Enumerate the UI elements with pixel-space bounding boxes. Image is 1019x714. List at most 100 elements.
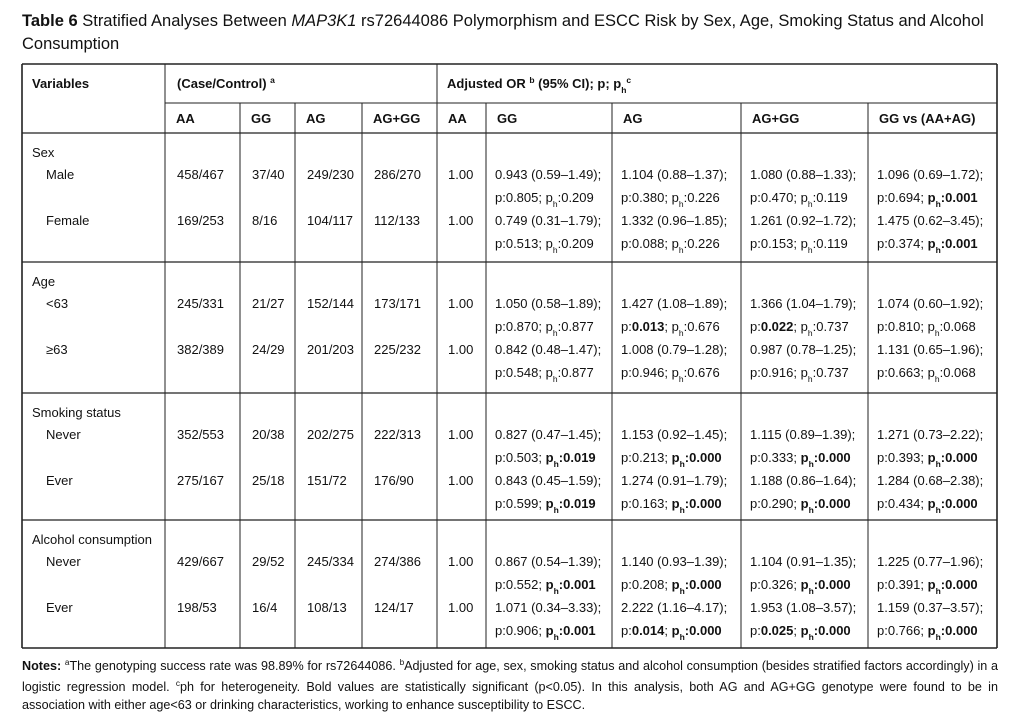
- p-values-cell: p:0.552; ph:0.001: [495, 577, 596, 596]
- or-ci-cell: 0.943 (0.59–1.49);: [495, 167, 601, 182]
- text-segment: :: [814, 450, 818, 465]
- count-cell: 20/38: [252, 427, 285, 442]
- text-segment: 0.001: [563, 623, 596, 638]
- p-values-cell: p:0.434; ph:0.000: [877, 496, 978, 515]
- text-segment: 0.226: [687, 236, 720, 251]
- text-segment: 0.513: [506, 236, 539, 251]
- or-ci-cell: 1.427 (1.08–1.89);: [621, 296, 727, 311]
- row-label: ≥63: [46, 342, 68, 357]
- text-segment: ;: [920, 365, 927, 380]
- text-segment: ;: [664, 190, 671, 205]
- text-segment: h: [680, 586, 685, 596]
- text-segment: h: [553, 199, 558, 209]
- or-ci-cell: 0.842 (0.48–1.47);: [495, 342, 601, 357]
- text-segment: p:: [495, 496, 506, 511]
- text-segment: :: [559, 577, 563, 592]
- or-ci-cell: 0.843 (0.45–1.59);: [495, 473, 601, 488]
- text-segment: 0.025: [761, 623, 794, 638]
- text-segment: p: [928, 319, 935, 334]
- text-segment: h: [935, 328, 940, 338]
- or-ci-cell: 1.159 (0.37–3.57);: [877, 600, 983, 615]
- text-segment: h: [680, 632, 685, 642]
- text-segment: h: [809, 586, 814, 596]
- count-cell: 245/331: [177, 296, 224, 311]
- table-notes: Notes: aThe genotyping success rate was …: [22, 654, 998, 714]
- count-cell: 249/230: [307, 167, 354, 182]
- text-segment: :: [684, 190, 688, 205]
- count-cell: 173/171: [374, 296, 421, 311]
- text-segment: ;: [538, 577, 545, 592]
- text-segment: h: [936, 199, 941, 209]
- text-segment: Table 6: [22, 12, 78, 30]
- text-segment: p:: [877, 496, 888, 511]
- p-values-cell: p:0.391; ph:0.000: [877, 577, 978, 596]
- p-values-cell: p:0.380; ph:0.226: [621, 190, 720, 209]
- text-segment: 0.000: [689, 577, 722, 592]
- text-segment: a: [270, 75, 275, 85]
- text-segment: 0.209: [561, 190, 594, 205]
- text-segment: :: [685, 450, 689, 465]
- text-segment: 0.870: [506, 319, 539, 334]
- text-segment: 0.000: [818, 496, 851, 511]
- text-segment: 0.001: [945, 190, 978, 205]
- column-header: AG: [306, 111, 326, 126]
- text-segment: ;: [538, 450, 545, 465]
- text-segment: 0.663: [888, 365, 921, 380]
- text-segment: p:: [750, 365, 761, 380]
- p-values-cell: p:0.374; ph:0.001: [877, 236, 978, 255]
- text-segment: 0.019: [563, 450, 596, 465]
- row-label: Female: [46, 213, 89, 228]
- or-ci-cell: 1.008 (0.79–1.28);: [621, 342, 727, 357]
- count-cell: 29/52: [252, 554, 285, 569]
- text-segment: 0.737: [816, 365, 849, 380]
- text-segment: 0.068: [943, 319, 976, 334]
- text-segment: 0.119: [816, 236, 848, 251]
- or-ci-cell: 1.104 (0.88–1.37);: [621, 167, 727, 182]
- text-segment: h: [808, 245, 813, 255]
- reference-cell: 1.00: [448, 554, 473, 569]
- text-segment: ;: [538, 623, 545, 638]
- text-segment: h: [679, 328, 684, 338]
- text-segment: :: [813, 365, 817, 380]
- text-segment: 0.434: [888, 496, 921, 511]
- text-segment: h: [679, 374, 684, 384]
- count-cell: 198/53: [177, 600, 217, 615]
- text-segment: ;: [920, 190, 927, 205]
- text-segment: 0.153: [761, 236, 794, 251]
- or-ci-cell: 1.153 (0.92–1.45);: [621, 427, 727, 442]
- row-label: Ever: [46, 473, 73, 488]
- count-cell: 21/27: [252, 296, 285, 311]
- group-label: Alcohol consumption: [32, 532, 152, 547]
- header-cell: (Case/Control) a: [177, 75, 275, 91]
- p-values-cell: p:0.906; ph:0.001: [495, 623, 596, 642]
- text-segment: ;: [538, 496, 545, 511]
- text-segment: ;: [538, 365, 545, 380]
- text-segment: ;: [920, 319, 927, 334]
- text-segment: ;: [793, 577, 800, 592]
- text-segment: 0.001: [563, 577, 596, 592]
- text-segment: ;: [793, 319, 800, 334]
- text-segment: 0.000: [689, 623, 722, 638]
- count-cell: 275/167: [177, 473, 224, 488]
- text-segment: p: [672, 365, 679, 380]
- text-segment: 0.013: [632, 319, 665, 334]
- or-ci-cell: 1.261 (0.92–1.72);: [750, 213, 856, 228]
- text-segment: p:: [877, 623, 888, 638]
- reference-cell: 1.00: [448, 600, 473, 615]
- text-segment: 0.068: [943, 365, 976, 380]
- p-values-cell: p:0.326; ph:0.000: [750, 577, 851, 596]
- count-cell: 16/4: [252, 600, 277, 615]
- text-segment: 0.022: [761, 319, 794, 334]
- p-values-cell: p:0.393; ph:0.000: [877, 450, 978, 469]
- p-values-cell: p:0.599; ph:0.019: [495, 496, 596, 515]
- text-segment: h: [809, 459, 814, 469]
- or-ci-cell: 1.071 (0.34–3.33);: [495, 600, 601, 615]
- text-segment: p: [928, 450, 936, 465]
- text-segment: :: [813, 236, 817, 251]
- text-segment: p: [801, 190, 808, 205]
- text-segment: 0.374: [888, 236, 921, 251]
- text-segment: c: [626, 75, 631, 85]
- text-segment: p:: [495, 365, 506, 380]
- count-cell: 202/275: [307, 427, 354, 442]
